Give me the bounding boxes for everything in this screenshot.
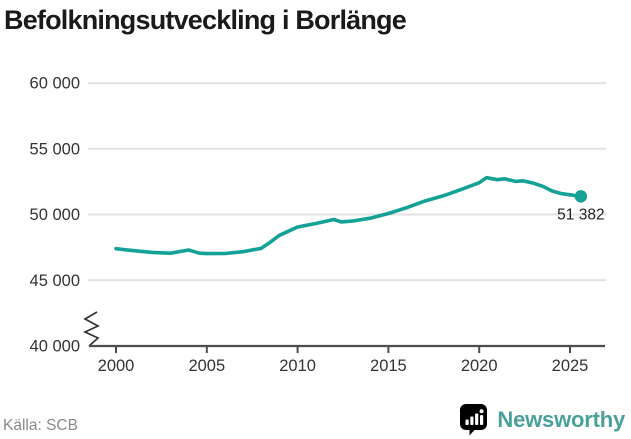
- end-value-label: 51 382: [557, 206, 604, 223]
- x-tick-label: 2010: [279, 357, 316, 375]
- end-point-marker: [574, 190, 588, 203]
- logo-wordmark: Newsworthy: [497, 407, 625, 432]
- x-tick-label: 2025: [552, 357, 589, 375]
- chart-title: Befolkningsutveckling i Borlänge: [4, 5, 407, 35]
- y-tick-label: 50 000: [30, 206, 80, 224]
- x-tick-label: 2020: [461, 357, 498, 375]
- newsworthy-logo: Newsworthy: [460, 404, 625, 436]
- y-tick-label: 45 000: [30, 272, 80, 290]
- speech-bubble-barchart-icon: [460, 404, 488, 436]
- x-tick-label: 2000: [98, 357, 135, 375]
- bar-3: [475, 413, 479, 425]
- x-tick-label: 2015: [370, 357, 407, 375]
- bar-2: [470, 416, 474, 425]
- y-tick-label: 60 000: [30, 75, 80, 93]
- x-tick-label: 2005: [188, 357, 225, 375]
- population-line-chart: 60 000 55 000 50 000 45 000 40 000 2000 2005 20…: [30, 75, 606, 375]
- y-tick-label: 40 000: [30, 338, 80, 356]
- axis-break-icon: [82, 311, 100, 347]
- bar-1: [465, 419, 470, 425]
- exclamation-dot: [480, 409, 485, 414]
- source-caption: Källa: SCB: [3, 417, 78, 434]
- y-tick-label: 55 000: [30, 140, 80, 158]
- population-line: [114, 175, 583, 256]
- exclamation-bar: [480, 415, 484, 425]
